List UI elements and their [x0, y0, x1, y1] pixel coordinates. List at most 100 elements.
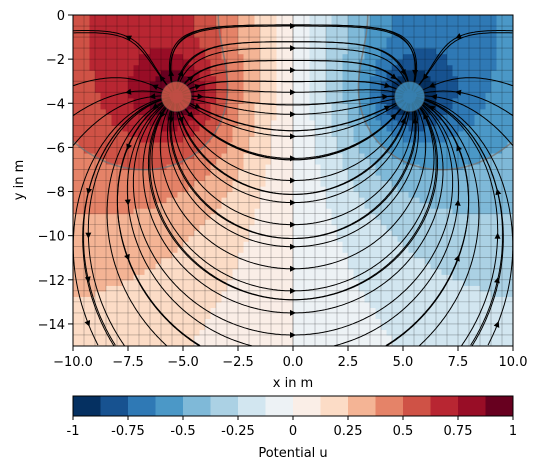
potential-cell: [188, 197, 195, 204]
potential-cell: [177, 301, 184, 308]
potential-cell: [150, 20, 157, 27]
potential-cell: [150, 97, 157, 104]
potential-cell: [254, 213, 261, 220]
potential-cell: [265, 37, 272, 44]
potential-cell: [111, 42, 118, 49]
potential-cell: [210, 279, 217, 286]
potential-cell: [282, 59, 289, 66]
potential-cell: [326, 53, 333, 60]
potential-cell: [463, 108, 470, 115]
potential-cell: [89, 246, 96, 253]
potential-cell: [370, 174, 377, 182]
potential-cell: [205, 323, 212, 331]
potential-cell: [304, 163, 311, 171]
potential-cell: [436, 125, 443, 132]
potential-cell: [177, 31, 184, 38]
potential-cell: [463, 59, 470, 66]
potential-cell: [502, 263, 509, 270]
potential-cell: [342, 70, 349, 77]
potential-cell: [243, 180, 250, 187]
potential-cell: [78, 97, 85, 104]
potential-cell: [436, 86, 443, 93]
potential-cell: [403, 136, 410, 143]
potential-cell: [458, 136, 465, 143]
potential-cell: [304, 191, 311, 198]
potential-cell: [199, 191, 206, 198]
potential-cell: [326, 246, 333, 253]
potential-cell: [199, 334, 206, 342]
potential-cell: [364, 235, 371, 242]
potential-cell: [469, 86, 476, 93]
potential-cell: [441, 191, 448, 198]
potential-cell: [144, 296, 151, 303]
potential-cell: [507, 53, 513, 60]
potential-cell: [177, 64, 184, 71]
potential-cell: [117, 81, 124, 88]
potential-cell: [183, 224, 190, 231]
potential-cell: [359, 70, 366, 77]
potential-cell: [78, 285, 85, 292]
potential-cell: [304, 340, 311, 346]
potential-cell: [304, 158, 311, 165]
potential-cell: [469, 230, 476, 237]
potential-cell: [381, 20, 388, 27]
potential-cell: [172, 307, 179, 314]
potential-cell: [364, 180, 371, 187]
potential-cell: [348, 81, 355, 88]
potential-cell: [260, 257, 267, 264]
potential-cell: [425, 136, 432, 143]
potential-cell: [78, 86, 85, 93]
potential-cell: [78, 213, 85, 220]
potential-cell: [441, 180, 448, 187]
potential-cell: [298, 268, 305, 275]
potential-cell: [315, 180, 322, 187]
potential-cell: [117, 329, 124, 336]
potential-cell: [188, 130, 195, 137]
potential-cell: [496, 114, 503, 121]
potential-cell: [348, 252, 355, 259]
potential-cell: [166, 301, 173, 308]
potential-cell: [282, 103, 289, 110]
potential-cell: [364, 334, 371, 342]
potential-cell: [133, 318, 140, 325]
potential-cell: [298, 152, 305, 160]
potential-cell: [474, 340, 481, 346]
potential-cell: [227, 202, 234, 209]
potential-cell: [375, 197, 382, 204]
potential-cell: [100, 186, 107, 193]
potential-cell: [100, 48, 107, 55]
potential-cell: [194, 312, 201, 320]
potential-cell: [139, 296, 146, 303]
potential-cell: [320, 31, 327, 38]
potential-cell: [238, 334, 245, 342]
potential-cell: [111, 263, 118, 270]
potential-cell: [469, 312, 476, 320]
potential-cell: [353, 136, 360, 143]
potential-cell: [271, 263, 278, 270]
potential-cell: [106, 307, 113, 314]
potential-cell: [265, 296, 272, 303]
potential-cell: [370, 186, 377, 193]
potential-cell: [78, 31, 85, 38]
potential-cell: [507, 26, 513, 33]
potential-cell: [106, 274, 113, 281]
potential-cell: [469, 202, 476, 209]
potential-cell: [463, 86, 470, 93]
potential-cell: [381, 130, 388, 137]
potential-cell: [172, 191, 179, 198]
potential-cell: [331, 92, 338, 99]
potential-cell: [320, 114, 327, 121]
potential-cell: [381, 340, 388, 346]
potential-cell: [95, 219, 102, 226]
potential-cell: [507, 59, 513, 66]
potential-cell: [172, 119, 179, 126]
potential-cell: [392, 163, 399, 171]
potential-cell: [106, 241, 113, 248]
potential-cell: [331, 274, 338, 281]
potential-cell: [128, 20, 135, 27]
potential-cell: [139, 235, 146, 242]
potential-cell: [227, 246, 234, 253]
potential-cell: [436, 296, 443, 303]
potential-cell: [348, 263, 355, 270]
potential-cell: [172, 64, 179, 71]
